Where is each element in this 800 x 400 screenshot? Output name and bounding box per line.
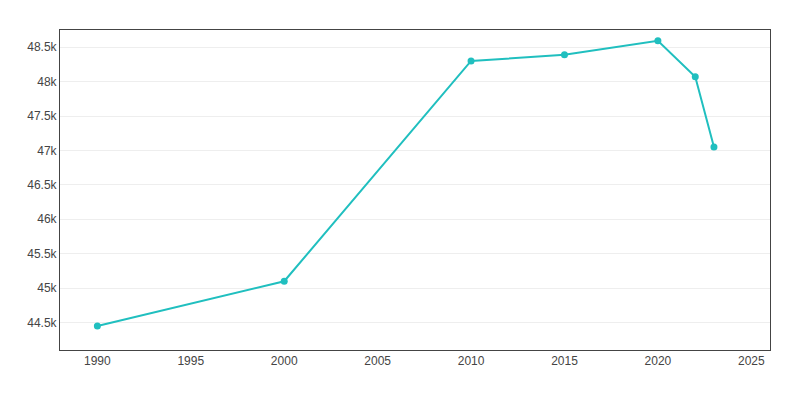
svg-text:47.5k: 47.5k [27,109,57,123]
svg-text:44.5k: 44.5k [27,316,57,330]
svg-text:45k: 45k [37,281,57,295]
svg-text:2025: 2025 [738,354,765,368]
svg-text:1990: 1990 [84,354,111,368]
svg-text:2005: 2005 [364,354,391,368]
svg-text:46k: 46k [37,212,57,226]
svg-text:45.5k: 45.5k [27,247,57,261]
svg-text:47k: 47k [37,144,57,158]
svg-text:1995: 1995 [177,354,204,368]
svg-text:2020: 2020 [645,354,672,368]
svg-text:46.5k: 46.5k [27,178,57,192]
svg-text:2015: 2015 [551,354,578,368]
svg-text:2010: 2010 [458,354,485,368]
svg-text:48k: 48k [37,75,57,89]
svg-text:2000: 2000 [271,354,298,368]
svg-text:48.5k: 48.5k [27,40,57,54]
